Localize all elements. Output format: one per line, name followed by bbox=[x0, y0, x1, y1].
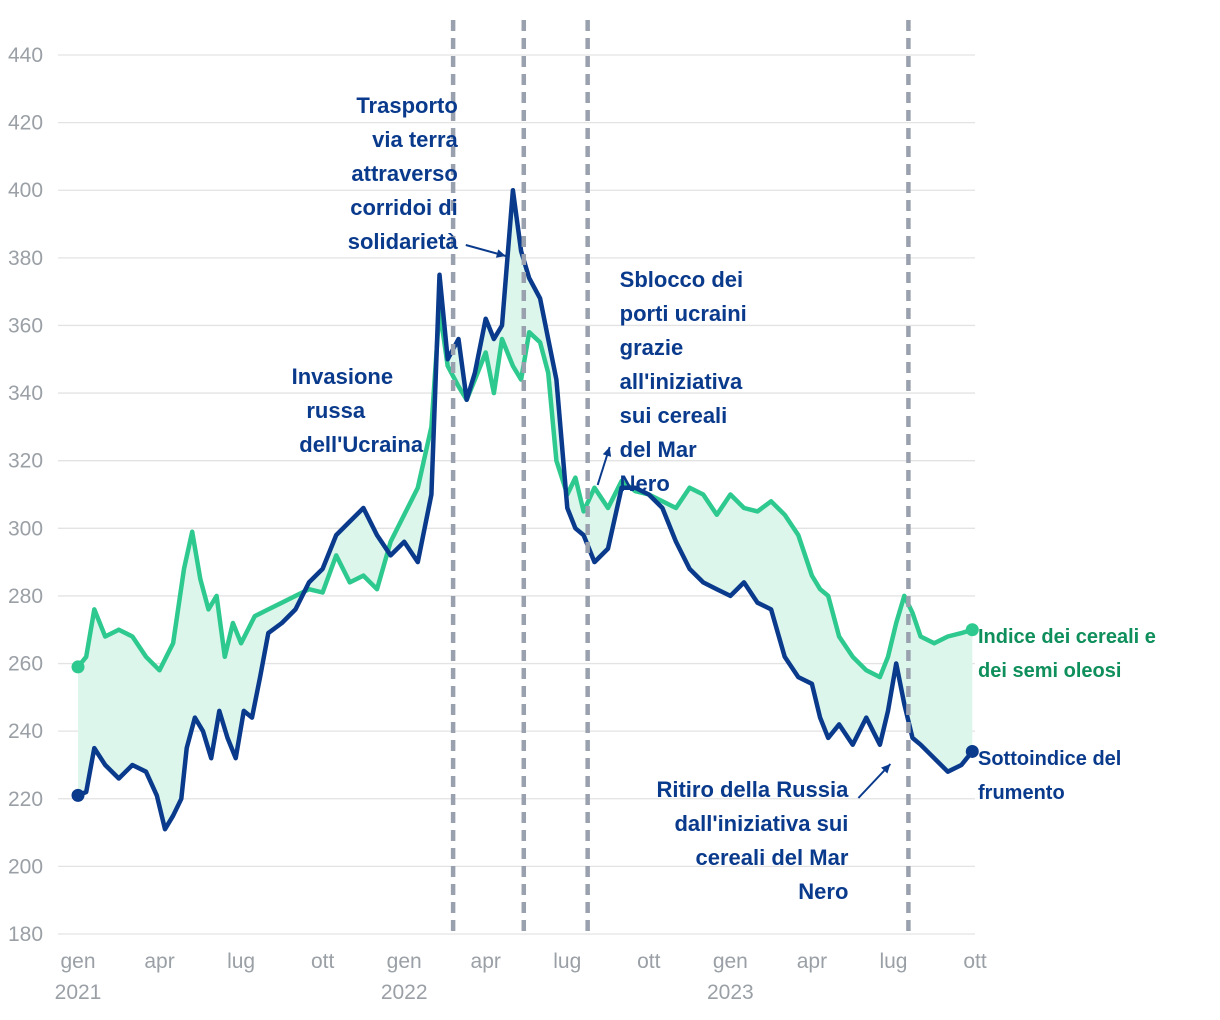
annotation-land-transport: via terra bbox=[372, 127, 458, 152]
legend: Indice dei cereali e dei semi oleosi Sotto… bbox=[978, 626, 1156, 804]
y-tick-label: 180 bbox=[8, 923, 43, 946]
y-tick-label: 380 bbox=[8, 247, 43, 270]
y-tick-label: 340 bbox=[8, 382, 43, 405]
legend-wheat: Sottoindice del bbox=[978, 748, 1121, 770]
y-axis: 180 200 220 240 260 280 300 320 340 360 380 400 420 4… bbox=[8, 44, 43, 946]
annotation-land-transport: solidarietà bbox=[348, 229, 459, 254]
x-tick-label: lug bbox=[553, 950, 581, 973]
arrow-russia-withdrawal-head bbox=[881, 764, 891, 774]
legend-cereals-oilseeds: Indice dei cereali e bbox=[978, 626, 1156, 648]
annotation-russia-withdrawal: Ritiro della Russia bbox=[656, 777, 849, 802]
x-tick-label: gen bbox=[713, 950, 748, 973]
x-tick-label: ott bbox=[311, 950, 335, 973]
legend-wheat: frumento bbox=[978, 782, 1065, 804]
legend-cereals-oilseeds: dei semi oleosi bbox=[978, 660, 1121, 682]
x-tick-label: gen bbox=[60, 950, 95, 973]
x-tick-label: ott bbox=[637, 950, 661, 973]
x-tick-label: apr bbox=[471, 950, 501, 973]
annotation-ports-unblocked: all'iniziativa bbox=[620, 369, 743, 394]
x-tick-year: 2022 bbox=[381, 981, 428, 1004]
annotation-ports-unblocked: Sblocco dei bbox=[620, 267, 743, 292]
arrow-land-transport-head bbox=[495, 249, 506, 258]
y-tick-label: 400 bbox=[8, 179, 43, 202]
annotation-ports-unblocked: del Mar bbox=[620, 437, 697, 462]
annotation-land-transport: corridoi di bbox=[350, 195, 458, 220]
x-tick-year: 2023 bbox=[707, 981, 754, 1004]
annotation-invasion: russa bbox=[306, 398, 365, 423]
series-line-wheat bbox=[75, 187, 975, 832]
grid-lines bbox=[58, 54, 975, 935]
annotation-ports-unblocked: sui cereali bbox=[620, 403, 728, 428]
y-tick-label: 220 bbox=[8, 788, 43, 811]
y-tick-label: 200 bbox=[8, 855, 43, 878]
series-end-marker bbox=[965, 744, 979, 758]
annotation-russia-withdrawal: dall'iniziativa sui bbox=[674, 811, 848, 836]
series-start-marker bbox=[71, 660, 85, 674]
annotation-ports-unblocked: grazie bbox=[620, 335, 684, 360]
y-tick-label: 420 bbox=[8, 112, 43, 135]
annotation-russia-withdrawal: Nero bbox=[798, 879, 848, 904]
x-axis: gen 2021 apr lug ott gen 2022 apr lug ott gen 2023 a… bbox=[55, 950, 987, 1004]
y-tick-label: 240 bbox=[8, 720, 43, 743]
event-lines bbox=[450, 20, 911, 934]
y-tick-label: 320 bbox=[8, 450, 43, 473]
annotation-ports-unblocked: porti ucraini bbox=[620, 301, 747, 326]
annotation-invasion: dell'Ucraina bbox=[299, 432, 424, 457]
y-tick-label: 360 bbox=[8, 314, 43, 337]
y-tick-label: 300 bbox=[8, 517, 43, 540]
x-tick-year: 2021 bbox=[55, 981, 102, 1004]
series-start-marker bbox=[71, 788, 85, 802]
annotations: Invasione russa dell'Ucraina Trasporto via t… bbox=[292, 93, 892, 904]
x-tick-label: lug bbox=[227, 950, 255, 973]
annotation-land-transport: Trasporto bbox=[356, 93, 457, 118]
annotation-land-transport: attraverso bbox=[351, 161, 457, 186]
x-tick-label: apr bbox=[144, 950, 174, 973]
y-tick-label: 440 bbox=[8, 44, 43, 67]
annotation-invasion: Invasione bbox=[292, 364, 393, 389]
y-tick-label: 280 bbox=[8, 585, 43, 608]
x-tick-label: apr bbox=[797, 950, 827, 973]
x-tick-label: lug bbox=[879, 950, 907, 973]
annotation-russia-withdrawal: cereali del Mar bbox=[696, 845, 849, 870]
y-tick-label: 260 bbox=[8, 653, 43, 676]
annotation-ports-unblocked: Nero bbox=[620, 471, 670, 496]
series-line-cereals-oilseeds bbox=[75, 306, 975, 680]
series-lines bbox=[71, 187, 979, 832]
x-tick-label: ott bbox=[963, 950, 987, 973]
series-end-marker bbox=[965, 623, 979, 637]
arrow-ports-unblocked-head bbox=[602, 447, 612, 457]
x-tick-label: gen bbox=[387, 950, 422, 973]
